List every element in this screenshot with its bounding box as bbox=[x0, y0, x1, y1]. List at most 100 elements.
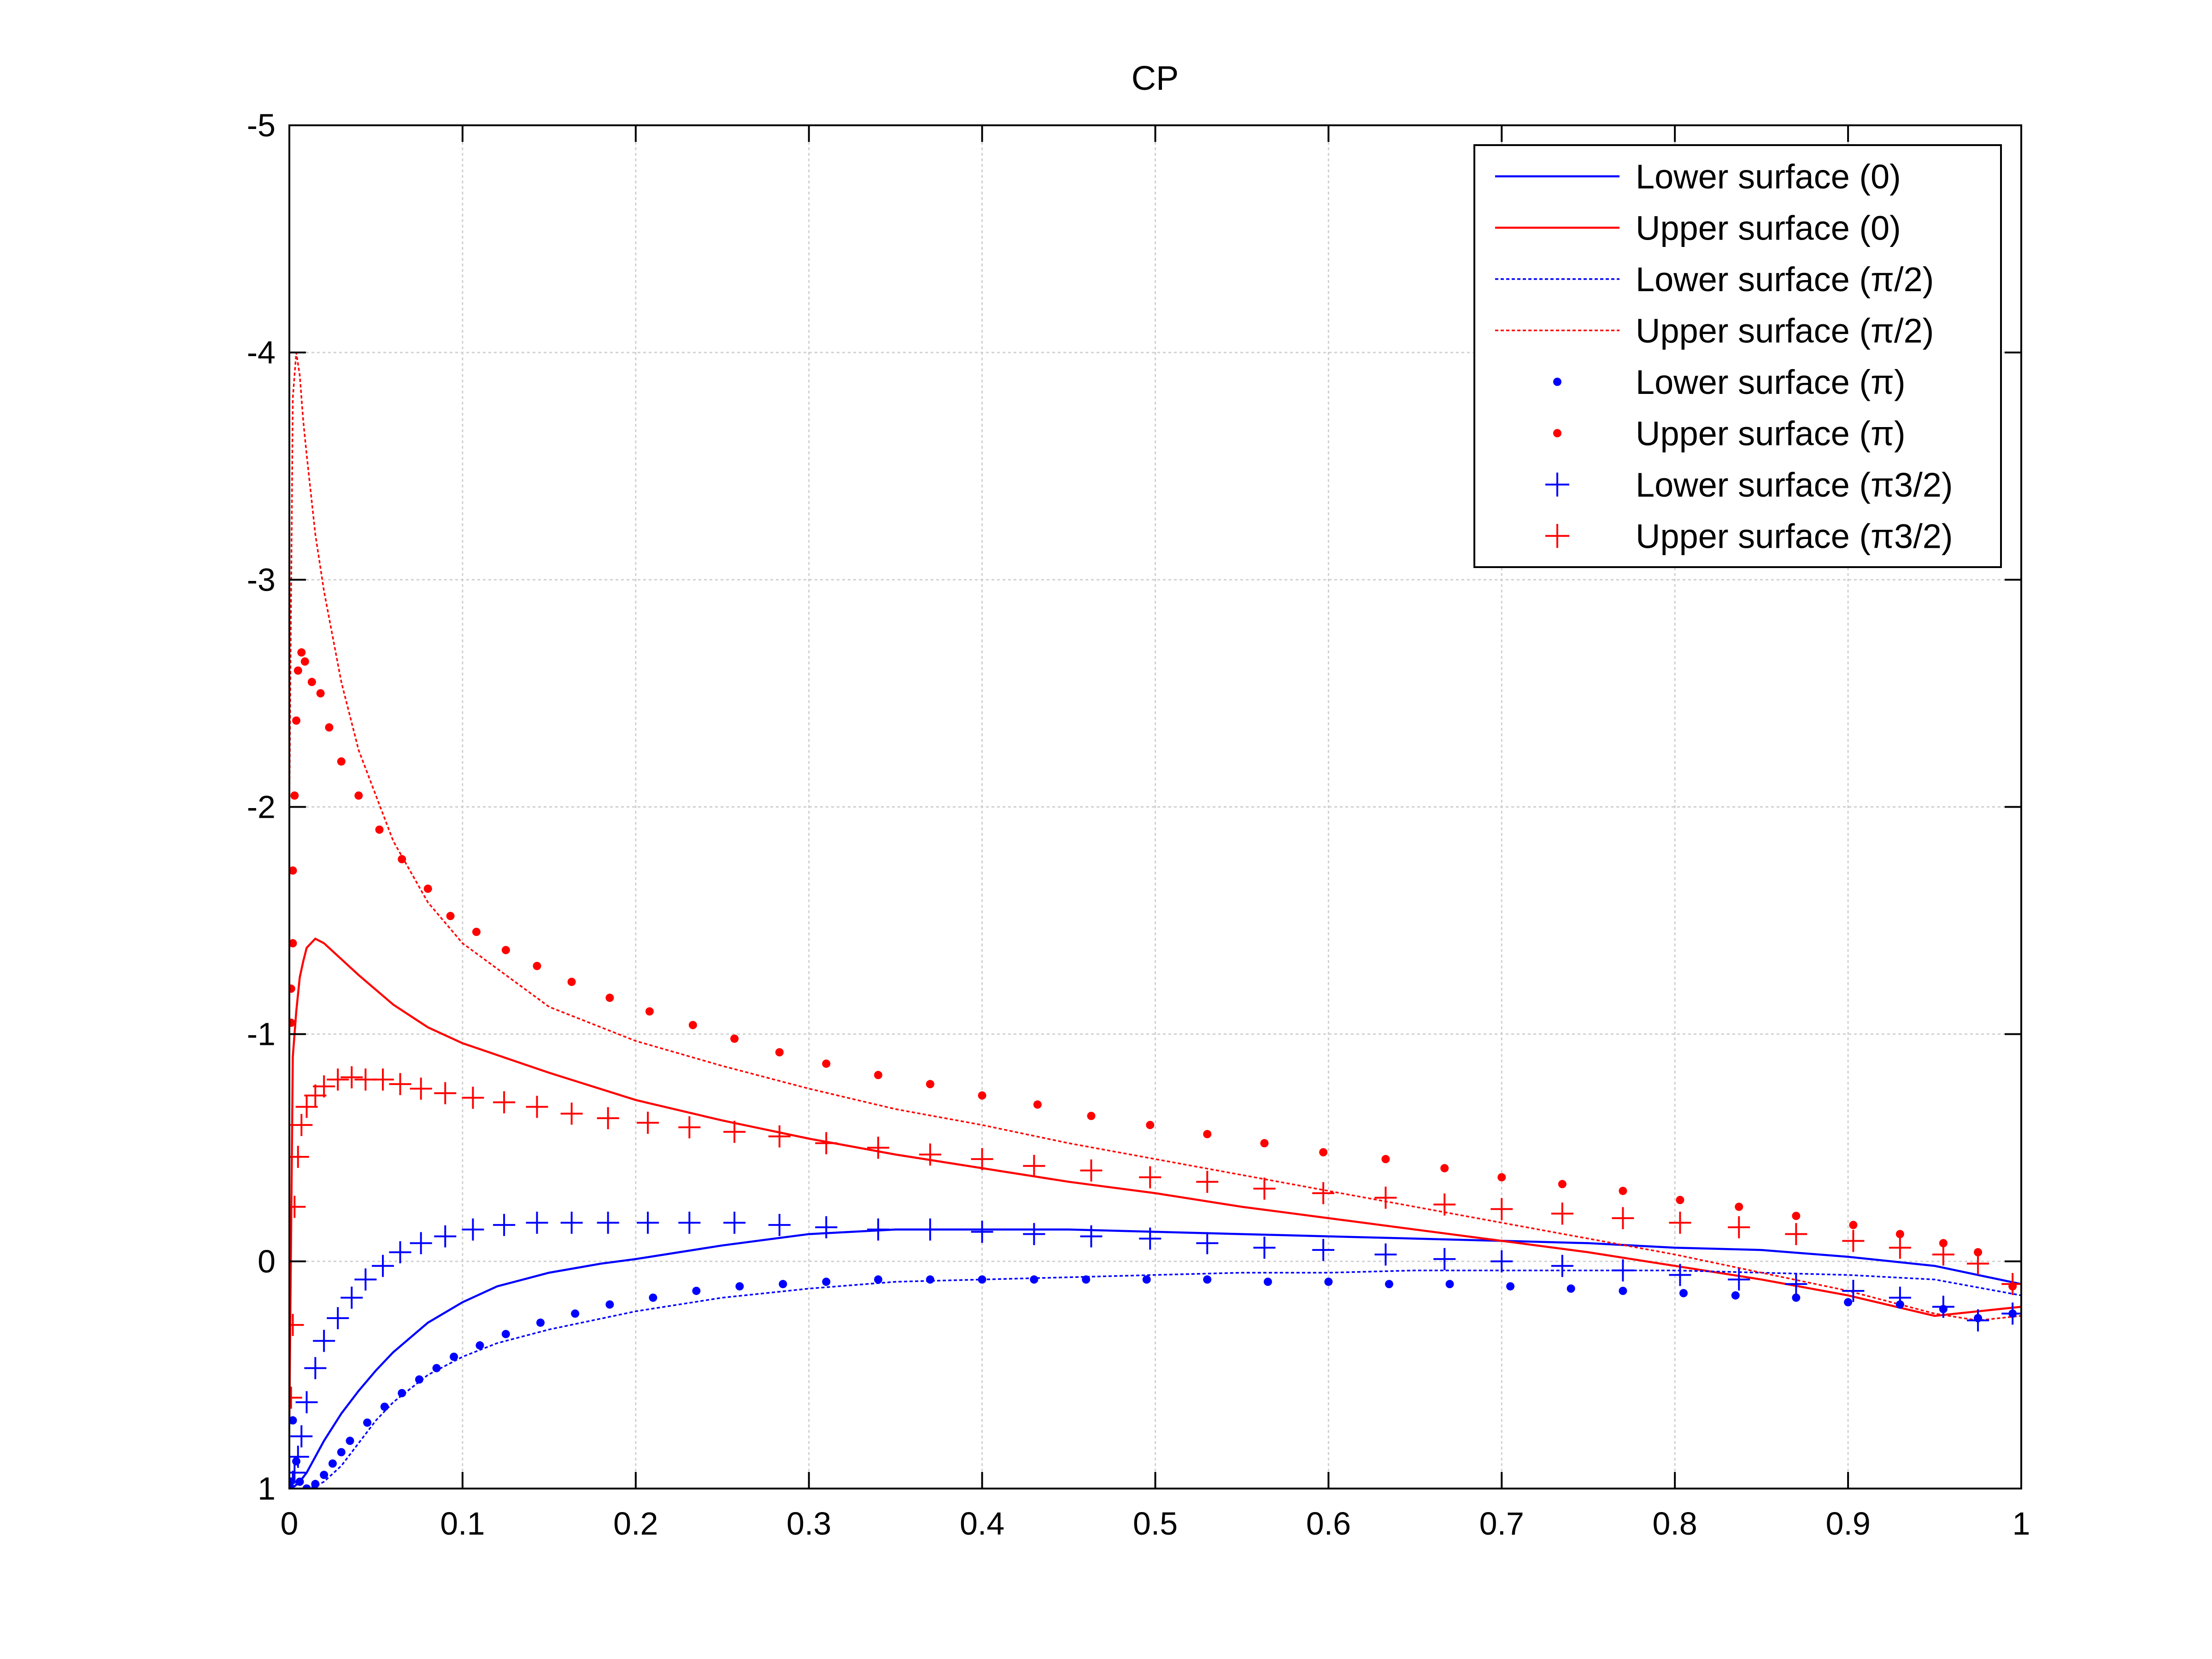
series-8 bbox=[289, 1066, 2021, 1409]
series-line bbox=[289, 1269, 2021, 1489]
data-point bbox=[1558, 1180, 1567, 1189]
data-point bbox=[398, 1389, 406, 1397]
data-point bbox=[297, 648, 306, 657]
data-point bbox=[1033, 1100, 1042, 1109]
data-point bbox=[775, 1048, 784, 1057]
legend-item: Upper surface (π3/2) bbox=[1545, 517, 1953, 555]
data-point bbox=[289, 866, 297, 875]
data-point bbox=[289, 1019, 295, 1027]
data-point bbox=[446, 912, 455, 920]
data-point bbox=[978, 1275, 986, 1284]
data-point bbox=[423, 885, 432, 893]
data-point bbox=[926, 1275, 934, 1284]
legend-label: Upper surface (0) bbox=[1636, 209, 1901, 247]
data-point bbox=[289, 939, 297, 948]
legend-box bbox=[1473, 144, 2002, 568]
legend-label: Lower surface (π) bbox=[1636, 363, 1906, 401]
data-point bbox=[533, 961, 541, 970]
data-point bbox=[1030, 1275, 1039, 1284]
data-point bbox=[605, 993, 614, 1002]
data-point bbox=[432, 1364, 441, 1372]
series-line bbox=[289, 352, 2021, 1321]
data-point bbox=[1440, 1164, 1449, 1172]
data-point bbox=[1260, 1139, 1269, 1148]
data-point bbox=[380, 1402, 389, 1411]
legend-swatch bbox=[1553, 429, 1561, 438]
x-tick-label: 0.5 bbox=[1133, 1506, 1178, 1542]
data-point bbox=[289, 985, 295, 993]
data-point bbox=[320, 1471, 329, 1479]
data-point bbox=[354, 791, 363, 800]
data-point bbox=[300, 657, 309, 666]
data-point bbox=[1319, 1148, 1328, 1157]
legend-label: Upper surface (π3/2) bbox=[1636, 517, 1953, 555]
data-point bbox=[730, 1034, 739, 1043]
data-point bbox=[1939, 1239, 1948, 1248]
legend-item: Upper surface (π) bbox=[1553, 414, 1906, 452]
x-tick-label: 0.3 bbox=[786, 1506, 831, 1542]
data-point bbox=[363, 1418, 372, 1427]
series-4 bbox=[289, 352, 2021, 1321]
data-point bbox=[692, 1286, 701, 1295]
data-point bbox=[316, 689, 325, 698]
data-point bbox=[289, 1416, 297, 1425]
data-point bbox=[292, 1457, 301, 1466]
data-point bbox=[415, 1375, 423, 1384]
data-point bbox=[1445, 1280, 1454, 1289]
data-point bbox=[1679, 1289, 1688, 1297]
data-point bbox=[1792, 1212, 1801, 1220]
series-3 bbox=[289, 1269, 2021, 1489]
legend-item: Lower surface (π/2) bbox=[1495, 260, 1934, 299]
data-point bbox=[1324, 1278, 1333, 1286]
data-point bbox=[375, 825, 384, 834]
data-point bbox=[290, 791, 299, 800]
data-point bbox=[1731, 1291, 1740, 1300]
data-point bbox=[1263, 1278, 1272, 1286]
x-tick-label: 0 bbox=[281, 1506, 299, 1542]
data-point bbox=[571, 1309, 580, 1318]
data-point bbox=[567, 978, 576, 986]
series-line bbox=[289, 1228, 2021, 1489]
legend-label: Lower surface (π3/2) bbox=[1636, 466, 1953, 504]
series-2 bbox=[289, 937, 2021, 1421]
legend-item: Lower surface (π3/2) bbox=[1545, 466, 1953, 504]
data-point bbox=[346, 1436, 354, 1445]
data-point bbox=[874, 1071, 883, 1079]
axes: 0 0.1 0.2 0.3 0.4 0.5 0.6 0.7 0.8 0.9 1 -5 -4 -3 -2 -1 0… bbox=[247, 107, 2030, 1542]
data-point bbox=[1619, 1286, 1627, 1295]
data-point bbox=[779, 1280, 787, 1289]
data-point bbox=[1844, 1298, 1853, 1307]
data-point bbox=[645, 1007, 654, 1016]
data-point bbox=[536, 1318, 545, 1327]
data-point bbox=[292, 716, 301, 725]
data-point bbox=[1735, 1202, 1743, 1211]
data-point bbox=[1142, 1275, 1151, 1284]
series-6 bbox=[289, 648, 2017, 1291]
data-point bbox=[1792, 1293, 1801, 1302]
y-tick-label: -1 bbox=[247, 1016, 276, 1052]
data-point bbox=[822, 1278, 831, 1286]
data-point bbox=[1567, 1284, 1575, 1293]
legend-item: Upper surface (0) bbox=[1495, 209, 1901, 247]
data-point bbox=[822, 1059, 831, 1068]
data-point bbox=[1619, 1186, 1627, 1195]
x-tick-label: 0.7 bbox=[1479, 1506, 1524, 1542]
series-group bbox=[289, 352, 2021, 1489]
legend-label: Lower surface (0) bbox=[1636, 158, 1901, 196]
data-point bbox=[501, 946, 510, 955]
data-point bbox=[337, 1448, 346, 1457]
data-point bbox=[978, 1091, 986, 1100]
y-tick-label: 0 bbox=[258, 1243, 276, 1279]
data-point bbox=[1676, 1196, 1684, 1204]
data-point bbox=[328, 1459, 337, 1468]
data-point bbox=[1385, 1280, 1393, 1289]
data-point bbox=[1895, 1230, 1904, 1238]
x-tick-label: 0.4 bbox=[960, 1506, 1004, 1542]
y-tick-label: -3 bbox=[247, 562, 276, 598]
data-point bbox=[735, 1282, 744, 1291]
legend-item: Lower surface (π) bbox=[1553, 363, 1906, 401]
x-tick-label: 0.8 bbox=[1653, 1506, 1697, 1542]
data-point bbox=[337, 757, 346, 766]
